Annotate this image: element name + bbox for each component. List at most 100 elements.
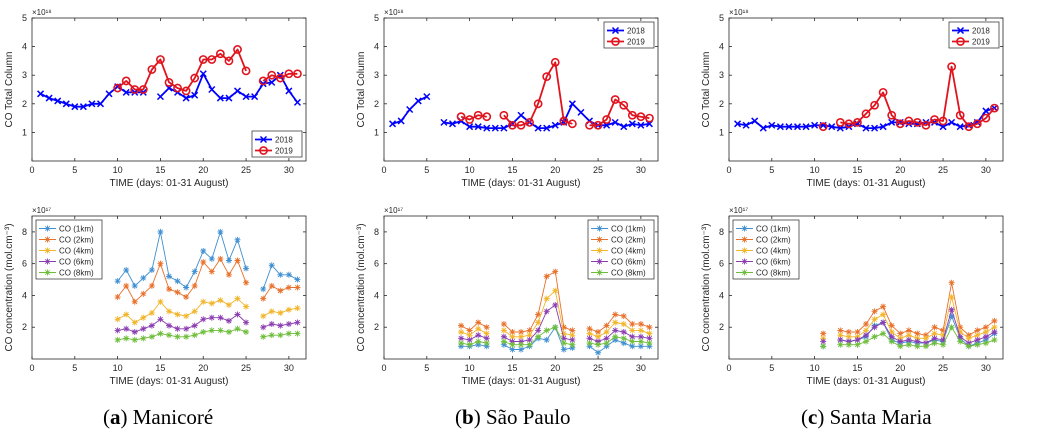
data-point	[458, 335, 465, 342]
legend: 2018 2019	[603, 21, 655, 49]
data-point	[982, 324, 989, 331]
data-point	[629, 333, 636, 340]
x-tick-label: 30	[284, 363, 294, 373]
series-2018	[389, 93, 653, 132]
data-point	[509, 328, 516, 335]
data-point	[914, 343, 921, 350]
data-point	[560, 340, 567, 347]
data-point	[526, 327, 533, 334]
data-point	[948, 279, 955, 286]
data-point	[268, 321, 275, 328]
data-point	[414, 97, 422, 105]
data-point	[612, 319, 619, 326]
data-point	[974, 341, 981, 348]
x-tick-label: 10	[810, 363, 820, 373]
data-point	[516, 120, 526, 130]
y-tick-label: 3	[719, 70, 724, 80]
data-point	[268, 282, 275, 289]
data-point	[880, 311, 887, 318]
data-point	[483, 330, 490, 337]
data-point	[854, 328, 861, 335]
data-point	[965, 343, 972, 350]
data-point	[585, 120, 594, 130]
data-point	[974, 327, 981, 334]
y-tick-label: 3	[22, 70, 27, 80]
legend-label: CO (1km)	[59, 225, 94, 234]
data-point	[948, 306, 955, 313]
data-point	[811, 121, 819, 129]
data-point	[518, 338, 524, 345]
data-point	[183, 313, 190, 320]
legend-marker	[741, 269, 748, 276]
data-point	[389, 120, 397, 128]
data-point	[268, 308, 275, 315]
x-tick-label: 10	[465, 363, 475, 373]
axis-exponent: ×10¹⁸	[32, 8, 52, 17]
data-point	[871, 124, 879, 132]
y-tick-label: 2	[719, 99, 724, 109]
data-point	[854, 336, 861, 343]
data-point	[931, 335, 938, 342]
y-tick-label: 8	[22, 227, 27, 237]
data-point	[972, 119, 982, 129]
series-co-8km-	[458, 324, 653, 348]
data-point	[217, 297, 224, 304]
y-tick-label: 2	[22, 99, 27, 109]
data-point	[140, 325, 147, 332]
data-point	[114, 336, 121, 343]
data-point	[225, 301, 232, 308]
data-point	[888, 338, 895, 345]
data-point	[982, 340, 989, 347]
data-point	[938, 116, 948, 126]
data-point	[174, 333, 181, 340]
data-point	[148, 333, 155, 340]
data-point	[294, 319, 301, 326]
series-co-2km-	[458, 268, 653, 335]
x-axis-label: TIME (days: 01-31 August)	[110, 178, 229, 189]
data-point	[586, 335, 593, 342]
legend-marker	[44, 225, 51, 232]
data-point	[759, 124, 767, 132]
x-tick-label: 20	[895, 165, 905, 175]
x-tick-label: 25	[241, 363, 251, 373]
chart-c-bottom: 0 5 10 15 20 25 30 2 4 6 8 ×10¹⁷ TIME (days: 01-31 A…	[701, 206, 1004, 387]
data-point	[475, 341, 482, 348]
data-point	[603, 322, 610, 329]
data-point	[166, 322, 172, 329]
data-point	[423, 93, 431, 101]
data-point	[768, 121, 776, 129]
data-point	[568, 100, 576, 108]
data-point	[820, 338, 827, 345]
data-point	[114, 278, 121, 285]
chart-a-bottom: 0 5 10 15 20 25 30 2 4 6 8 ×10¹⁷ TIME (days: 01-31 A…	[4, 206, 307, 387]
data-point	[543, 295, 550, 302]
legend-marker	[956, 37, 965, 46]
data-point	[845, 328, 852, 335]
series-co-6km-	[458, 301, 653, 345]
data-point	[569, 341, 576, 348]
data-point	[275, 73, 285, 83]
data-point	[174, 325, 181, 332]
y-tick-label: 1	[719, 127, 724, 137]
data-point	[157, 260, 164, 267]
data-point	[458, 322, 465, 329]
data-point	[518, 333, 524, 340]
data-point	[191, 91, 199, 99]
data-point	[552, 268, 559, 275]
data-point	[637, 343, 644, 350]
data-point	[863, 327, 869, 334]
data-point	[569, 332, 576, 339]
data-point	[871, 316, 878, 323]
data-point	[191, 322, 198, 329]
data-point	[991, 324, 998, 331]
data-point	[285, 321, 292, 328]
data-point	[879, 123, 887, 131]
axis-exponent: ×10¹⁸	[384, 8, 404, 17]
data-point	[593, 120, 603, 130]
data-point	[260, 324, 267, 331]
data-point	[880, 303, 887, 310]
data-point	[535, 311, 542, 318]
data-point	[277, 271, 284, 278]
data-point	[629, 338, 636, 345]
data-point	[458, 328, 465, 335]
